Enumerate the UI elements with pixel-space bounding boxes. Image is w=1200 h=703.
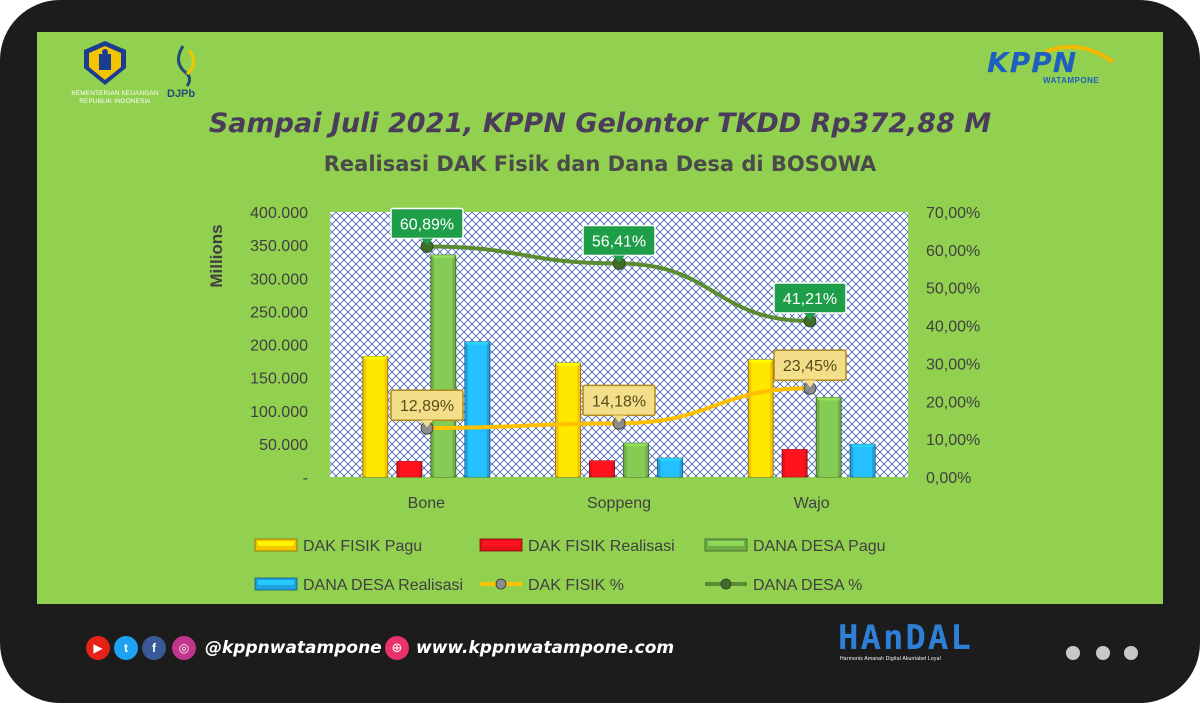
social-handle[interactable]: @kppnwatampone (205, 638, 382, 658)
bar-top-bevel (589, 460, 615, 464)
x-tick-label: Soppeng (587, 495, 651, 512)
instagram-icon[interactable]: ◎ (172, 636, 196, 660)
djpb-text: DJPb (167, 88, 196, 100)
kemenkeu-line1: KEMENTERIAN KEUANGAN (71, 90, 159, 97)
data-label-pointer (613, 415, 625, 423)
data-label: 56,41% (592, 233, 646, 250)
bar-top-bevel (816, 397, 842, 401)
bar-top-bevel (396, 461, 422, 465)
kppn-sub: WATAMPONE (1043, 76, 1100, 85)
kemenkeu-text: KEMENTERIAN KEUANGAN REPUBLIK INDONESIA (60, 90, 170, 106)
y-axis-title: Millions (207, 224, 226, 287)
legend-swatch-highlight (258, 541, 294, 546)
y-tick-label: - (303, 470, 308, 487)
y-tick-label: 50.000 (259, 437, 308, 454)
handal-word: HAnDAL (838, 618, 973, 658)
data-label-pointer (613, 255, 625, 263)
kppn-swoosh-icon (1044, 44, 1115, 64)
y-tick-label: 400.000 (250, 205, 308, 222)
x-tick-label: Bone (408, 495, 445, 512)
handal-logo: HAnDAL Harmonis Amanah Digital Akuntabel… (838, 618, 1008, 664)
bar-top-bevel (748, 359, 774, 363)
facebook-icon[interactable]: f (142, 636, 166, 660)
y2-tick-label: 70,00% (926, 205, 980, 222)
x-tick-label: Wajo (794, 495, 830, 512)
legend-swatch-highlight (708, 541, 744, 546)
y-tick-label: 100.000 (250, 404, 308, 421)
djpb-logo: DJPb (163, 44, 209, 106)
legend-marker (720, 578, 732, 590)
kppn-logo: KPPN WATAMPONE (985, 40, 1125, 90)
legend-label: DANA DESA Realisasi (303, 577, 463, 594)
data-label: 41,21% (783, 291, 837, 308)
y2-tick-label: 30,00% (926, 356, 980, 373)
bar-top-bevel (782, 449, 808, 453)
legend-marker (495, 578, 507, 590)
bar-top-bevel (623, 443, 649, 447)
bar-highlight (399, 464, 419, 477)
legend-swatch-highlight (483, 541, 519, 546)
bar-highlight (365, 359, 385, 477)
y2-tick-label: 40,00% (926, 319, 980, 336)
data-label-pointer (804, 312, 816, 320)
bar-top-bevel (362, 356, 388, 360)
legend-label: DAK FISIK % (528, 577, 624, 594)
data-label: 12,89% (400, 398, 454, 415)
legend-label: DANA DESA % (753, 577, 862, 594)
bar-highlight (433, 258, 453, 477)
y2-tick-label: 50,00% (926, 281, 980, 298)
kppn-text: KPPN (987, 46, 1078, 79)
y-tick-label: 300.000 (250, 271, 308, 288)
data-label: 14,18% (592, 393, 646, 410)
y2-tick-label: 20,00% (926, 394, 980, 411)
y2-tick-label: 10,00% (926, 432, 980, 449)
handal-tagline: Harmonis Amanah Digital Akuntabel Loyal (840, 656, 941, 662)
bar-highlight (660, 461, 680, 477)
bar-highlight (558, 366, 578, 477)
djpb-emblem-icon (177, 45, 195, 87)
data-label-pointer (804, 380, 816, 388)
legend-label: DAK FISIK Realisasi (528, 538, 675, 555)
bar-highlight (751, 362, 771, 477)
bar-top-bevel (555, 363, 581, 367)
website-link[interactable]: www.kppnwatampone.com (416, 638, 675, 658)
youtube-icon[interactable]: ▶ (86, 636, 110, 660)
data-label: 23,45% (783, 358, 837, 375)
y-tick-label: 200.000 (250, 338, 308, 355)
dot-1 (1066, 646, 1080, 660)
bar-top-bevel (464, 341, 490, 345)
bar-top-bevel (850, 444, 876, 448)
y2-tick-label: 60,00% (926, 243, 980, 260)
dot-2 (1096, 646, 1110, 660)
bar-top-bevel (430, 255, 456, 259)
data-label-pointer (421, 238, 433, 246)
chart-title: Realisasi DAK Fisik dan Dana Desa di BOS… (323, 152, 877, 176)
bar-highlight (626, 446, 646, 477)
y-tick-label: 150.000 (250, 371, 308, 388)
bar-top-bevel (657, 458, 683, 462)
bar-highlight (819, 400, 839, 477)
bar-highlight (853, 447, 873, 477)
y-tick-label: 250.000 (250, 304, 308, 321)
kemenkeu-line2: REPUBLIK INDONESIA (79, 98, 151, 105)
dribbble-icon: ⊕ (385, 636, 409, 660)
data-label-pointer (421, 420, 433, 428)
bar-highlight (467, 344, 487, 477)
kemenkeu-logo: KEMENTERIAN KEUANGAN REPUBLIK INDONESIA (60, 40, 170, 110)
main-title: Sampai Juli 2021, KPPN Gelontor TKDD Rp3… (208, 108, 992, 139)
y-tick-label: 350.000 (250, 238, 308, 255)
kemenkeu-emblem-icon (84, 41, 126, 85)
bar-highlight (592, 463, 612, 477)
dot-3 (1124, 646, 1138, 660)
data-label: 60,89% (400, 216, 454, 233)
legend-swatch-highlight (258, 580, 294, 585)
legend-label: DAK FISIK Pagu (303, 538, 422, 555)
twitter-icon[interactable]: t (114, 636, 138, 660)
legend-label: DANA DESA Pagu (753, 538, 886, 555)
y2-tick-label: 0,00% (926, 470, 971, 487)
bar-highlight (785, 452, 805, 477)
